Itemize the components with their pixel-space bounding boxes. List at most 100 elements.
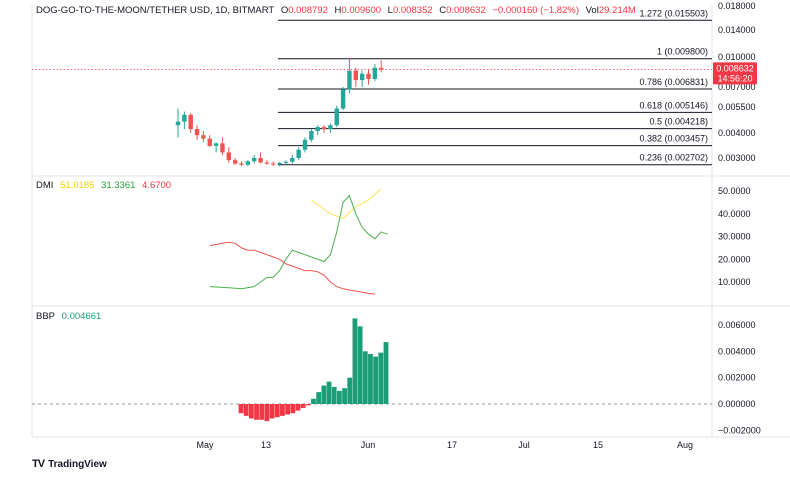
price-tick-label: 0.007000 [718, 82, 756, 92]
bbp-bar [373, 356, 379, 404]
bbp-title: BBP [36, 311, 56, 322]
dmi-minus-di-value: 4.6700 [142, 180, 172, 191]
plus-di-line [209, 194, 388, 290]
ohlc-close-label: C [439, 5, 447, 16]
candle-body [277, 162, 282, 165]
dmi-legend[interactable]: DMI 51.0185 31.3361 4.6700 [36, 180, 175, 191]
x-axis: May 13 Jun 17 Jul 15 Aug [196, 440, 693, 450]
candle-body [334, 108, 339, 126]
price-pane: 1.272 (0.015503) 1 (0.009800) 0.786 (0.006… [32, 8, 712, 166]
bbp-bar [321, 385, 327, 404]
dmi-tick-label: 50.0000 [718, 186, 751, 196]
bbp-bar [243, 404, 249, 416]
candle-body [290, 158, 295, 162]
fib-level-label: 0.5 (0.004218) [649, 117, 708, 127]
candle-body [264, 162, 270, 164]
bbp-legend[interactable]: BBP 0.004661 [36, 311, 105, 322]
dmi-tick-label: 30.0000 [718, 232, 751, 242]
last-price-value: 0.008632 [716, 63, 754, 73]
candle-body [340, 89, 346, 109]
fib-level-label: 1.272 (0.015503) [639, 8, 708, 18]
x-tick-label: Jul [518, 440, 530, 450]
bbp-tick-label: 0.004000 [718, 346, 756, 356]
bbp-bar [248, 404, 254, 419]
bbp-bar [264, 404, 270, 422]
bbp-bar [274, 404, 280, 418]
candle-body [201, 135, 206, 139]
symbol-title: DOG-GO-TO-THE-MOON/TETHER USD, 1D, BITMA… [36, 5, 275, 16]
candle-body [296, 149, 301, 158]
bbp-bar [238, 404, 244, 414]
bbp-bar [362, 351, 368, 404]
price-tick-label: 0.014000 [718, 25, 756, 35]
bbp-bar [357, 326, 363, 404]
bbp-bar [378, 352, 384, 404]
ohlc-open-label: O [280, 5, 289, 16]
price-tick-label: 0.010000 [718, 52, 756, 62]
candle-body [302, 139, 308, 150]
x-tick-label: 15 [593, 440, 603, 450]
volume-value: 29.214M [598, 5, 636, 16]
candle-body [271, 163, 276, 165]
ohlc-open: 0.008792 [288, 5, 328, 16]
candle-body [372, 67, 378, 79]
bbp-bar [269, 404, 275, 419]
x-tick-label: Aug [677, 440, 693, 450]
dmi-adx-value: 51.0185 [60, 180, 95, 191]
candle-body [239, 163, 244, 165]
price-tick-label: 0.003000 [718, 153, 756, 163]
price-tick-label: 0.018000 [718, 1, 756, 11]
last-price-tag [713, 62, 757, 85]
candle-body [347, 70, 352, 90]
x-tick-label: May [196, 440, 214, 450]
bbp-tick-label: 0.002000 [718, 373, 756, 383]
y-axis: 0.018000 0.014000 0.010000 0.007000 0.005500… [713, 1, 761, 435]
price-tick-label: 0.005500 [718, 102, 756, 112]
candle-body [315, 127, 320, 131]
bbp-bar [259, 404, 265, 420]
ohlc-low-label: L [387, 5, 393, 16]
bbp-tick-label: 0.000000 [718, 399, 756, 409]
bbp-bar [316, 392, 322, 404]
dmi-title: DMI [36, 180, 54, 191]
bbp-bar [280, 404, 285, 416]
tradingview-mark-icon: TV [32, 458, 45, 470]
bbp-bar [290, 404, 296, 414]
candle-body [328, 125, 333, 130]
dmi-pane [209, 188, 388, 295]
bbp-bar [331, 386, 337, 404]
candle-body [213, 143, 219, 146]
bbp-value: 0.004661 [61, 311, 102, 322]
ohlc-high: 0.009600 [341, 5, 382, 16]
bbp-bar [326, 381, 332, 404]
bbp-bar [336, 390, 342, 404]
bbp-bar [295, 404, 301, 411]
last-price-countdown: 14:56:20 [717, 73, 752, 83]
tradingview-logo[interactable]: TV TradingView [32, 458, 107, 470]
bbp-tick-label: 0.006000 [718, 320, 756, 330]
minus-di-line [209, 241, 375, 295]
bbp-bar [305, 404, 311, 406]
ohlc-close: 0.008632 [446, 5, 486, 16]
bbp-tick-label: −0.002000 [718, 425, 761, 435]
fib-level-label: 1 (0.009800) [657, 47, 708, 57]
adx-line [311, 188, 382, 219]
bbp-bar [352, 318, 358, 404]
candle-body [353, 70, 358, 81]
candle-body [194, 129, 200, 136]
x-tick-label: Jun [361, 440, 376, 450]
grid-lines [31, 5, 790, 438]
bbp-bar [342, 388, 347, 404]
candle-body [220, 143, 225, 153]
tradingview-brand: TradingView [48, 458, 107, 470]
candle-body [182, 114, 187, 122]
ohlc-low: 0.008352 [392, 5, 433, 16]
candle-body [188, 114, 193, 130]
fib-level-label: 0.618 (0.005146) [639, 100, 708, 110]
dmi-plus-di-value: 31.3361 [101, 180, 136, 191]
x-tick-label: 13 [261, 440, 271, 450]
bbp-bar [347, 377, 353, 404]
bbp-bar [368, 353, 373, 404]
candle-body [359, 73, 365, 81]
